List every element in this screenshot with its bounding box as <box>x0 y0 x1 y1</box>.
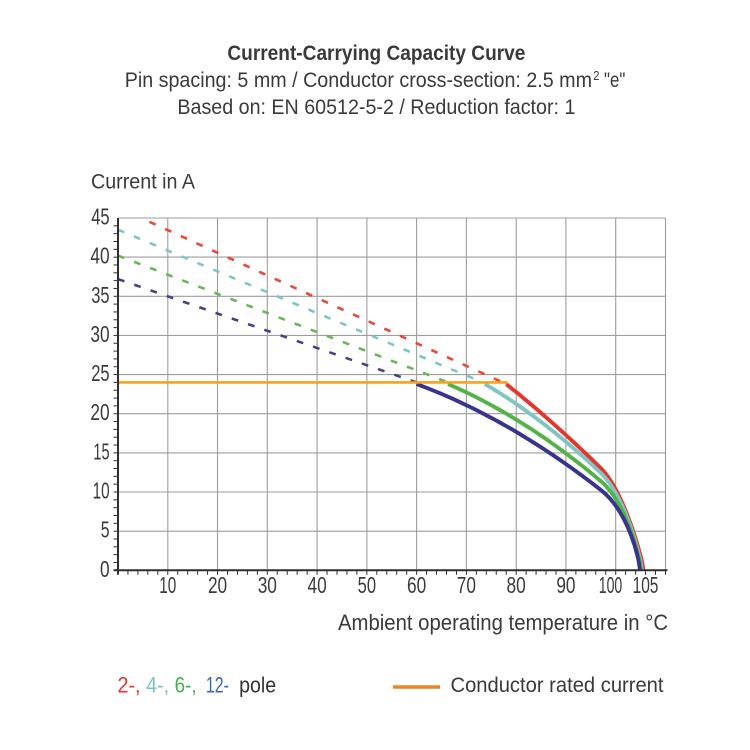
svg-text:50: 50 <box>358 572 376 598</box>
svg-text:40: 40 <box>307 572 326 598</box>
svg-text:6-,: 6-, <box>175 673 197 698</box>
svg-text:45: 45 <box>91 203 109 229</box>
svg-text:Ambient operating temperature: Ambient operating temperature in °C <box>338 610 668 635</box>
svg-text:"e": "e" <box>604 68 625 92</box>
svg-text:4-,: 4-, <box>146 673 169 698</box>
svg-text:25: 25 <box>91 360 109 386</box>
svg-text:2: 2 <box>593 69 599 83</box>
svg-text:30: 30 <box>258 572 277 598</box>
svg-text:Current in A: Current in A <box>91 170 196 194</box>
svg-text:105: 105 <box>633 572 659 598</box>
svg-text:pole: pole <box>239 673 276 698</box>
svg-text:70: 70 <box>457 572 476 598</box>
svg-text:60: 60 <box>407 572 426 598</box>
svg-text:10: 10 <box>159 572 176 598</box>
svg-text:90: 90 <box>556 572 575 598</box>
svg-text:20: 20 <box>208 572 227 598</box>
svg-text:20: 20 <box>90 399 109 425</box>
svg-text:15: 15 <box>93 438 109 464</box>
svg-text:Conductor rated current: Conductor rated current <box>451 673 664 697</box>
svg-text:0: 0 <box>100 556 110 582</box>
svg-text:80: 80 <box>507 572 526 598</box>
svg-text:5: 5 <box>101 517 110 543</box>
svg-text:Based on: EN 60512-5-2 / Reduc: Based on: EN 60512-5-2 / Reduction facto… <box>177 95 575 119</box>
svg-text:35: 35 <box>91 282 109 308</box>
svg-text:2-,: 2-, <box>118 673 141 698</box>
svg-text:100: 100 <box>599 572 623 598</box>
svg-text:30: 30 <box>90 321 109 347</box>
svg-text:40: 40 <box>90 243 109 269</box>
svg-text:Pin spacing: 5 mm / Conductor: Pin spacing: 5 mm / Conductor cross-sect… <box>125 68 592 92</box>
svg-text:10: 10 <box>93 478 110 504</box>
svg-text:12-: 12- <box>206 673 229 698</box>
svg-text:Current-Carrying Capacity Curv: Current-Carrying Capacity Curve <box>227 41 525 65</box>
